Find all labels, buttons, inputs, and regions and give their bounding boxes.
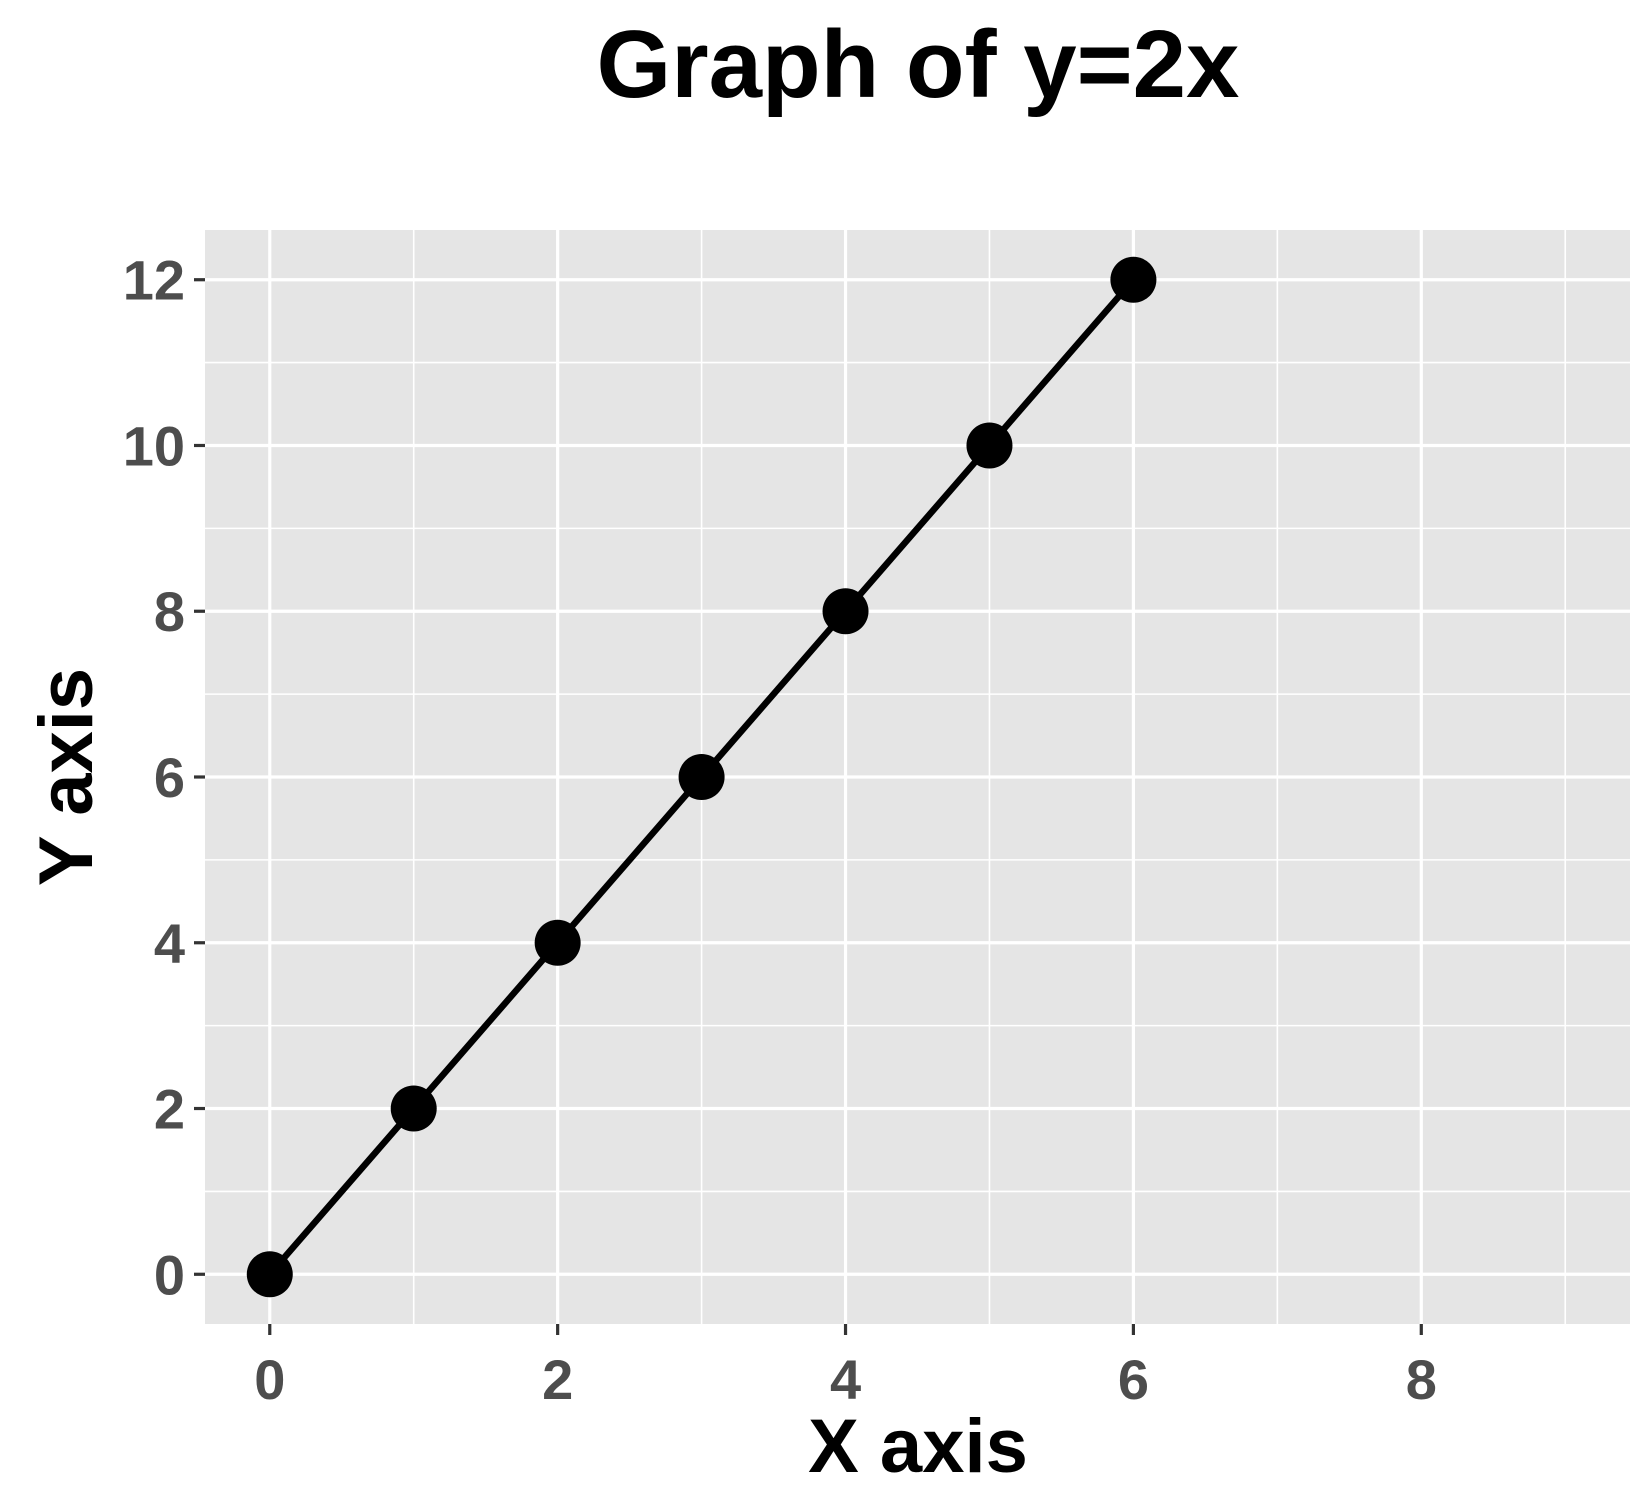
data-point (390, 1085, 437, 1132)
x-axis-ticks: 0 2 4 6 8 (254, 1324, 1437, 1411)
x-tick-label: 0 (254, 1348, 285, 1411)
y-axis-title: Y axis (24, 668, 109, 886)
x-tick-label: 6 (1118, 1348, 1149, 1411)
data-point (1110, 256, 1157, 303)
y-tick-label: 2 (154, 1078, 185, 1141)
x-tick-label: 2 (542, 1348, 573, 1411)
data-point (822, 588, 869, 635)
x-tick-label: 8 (1406, 1348, 1437, 1411)
data-point (534, 919, 581, 966)
y-tick-label: 12 (123, 249, 185, 312)
data-point (678, 754, 725, 800)
y-tick-label: 4 (154, 912, 185, 975)
data-point (966, 422, 1013, 469)
x-tick-label: 4 (830, 1348, 861, 1411)
y-axis-ticks: 0 2 4 6 8 10 12 (123, 249, 205, 1306)
x-axis-title: X axis (808, 1404, 1028, 1489)
data-point (246, 1251, 293, 1298)
y-tick-label: 10 (123, 414, 185, 477)
y-tick-label: 8 (154, 580, 185, 643)
major-gridlines (205, 230, 1630, 1324)
y-tick-label: 6 (154, 746, 185, 809)
y-tick-label: 0 (154, 1243, 185, 1306)
chart-title: Graph of y=2x (597, 11, 1240, 118)
data-points (246, 256, 1157, 1298)
